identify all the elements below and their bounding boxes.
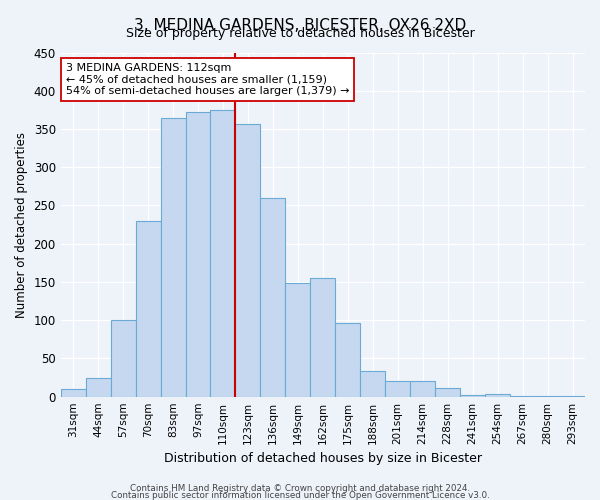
Bar (161, 118, 185, 396)
Text: 3 MEDINA GARDENS: 112sqm
← 45% of detached houses are smaller (1,159)
54% of sem: 3 MEDINA GARDENS: 112sqm ← 45% of detach… (66, 63, 349, 96)
Bar (435, 388, 460, 396)
Bar (485, 394, 510, 396)
Text: Contains HM Land Registry data © Crown copyright and database right 2024.: Contains HM Land Registry data © Crown c… (130, 484, 470, 493)
Text: Size of property relative to detached houses in Bicester: Size of property relative to detached ho… (125, 28, 475, 40)
Bar (335, 324, 360, 396)
Bar (410, 380, 435, 396)
Bar (211, 110, 235, 397)
Bar (185, 112, 211, 397)
Bar (260, 198, 286, 396)
Bar (61, 389, 86, 396)
Bar (110, 320, 136, 396)
Bar (310, 278, 335, 396)
Bar (235, 124, 260, 396)
X-axis label: Distribution of detached houses by size in Bicester: Distribution of detached houses by size … (164, 452, 482, 465)
Text: Contains public sector information licensed under the Open Government Licence v3: Contains public sector information licen… (110, 491, 490, 500)
Bar (360, 370, 385, 396)
Bar (286, 284, 310, 397)
Bar (460, 395, 485, 396)
Bar (86, 378, 110, 396)
Y-axis label: Number of detached properties: Number of detached properties (15, 132, 28, 318)
Bar (136, 221, 161, 396)
Bar (385, 380, 410, 396)
Text: 3, MEDINA GARDENS, BICESTER, OX26 2XD: 3, MEDINA GARDENS, BICESTER, OX26 2XD (134, 18, 466, 32)
